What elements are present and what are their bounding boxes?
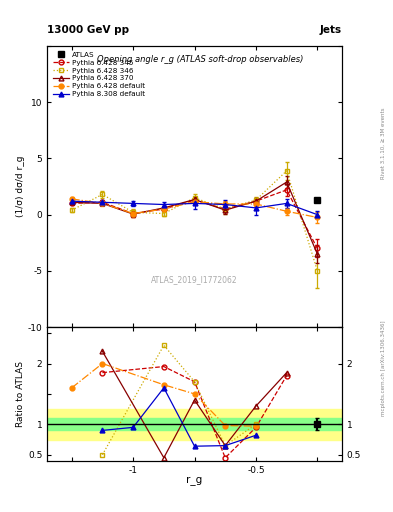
Bar — [47, 418, 342, 431]
Text: Rivet 3.1.10, ≥ 3M events: Rivet 3.1.10, ≥ 3M events — [381, 108, 386, 179]
Text: 13000 GeV pp: 13000 GeV pp — [47, 25, 129, 35]
Text: Opening angle r_g (ATLAS soft-drop observables): Opening angle r_g (ATLAS soft-drop obser… — [97, 54, 304, 63]
Legend: ATLAS, Pythia 6.428 345, Pythia 6.428 346, Pythia 6.428 370, Pythia 6.428 defaul: ATLAS, Pythia 6.428 345, Pythia 6.428 34… — [51, 50, 147, 99]
X-axis label: r_g: r_g — [186, 476, 203, 486]
Text: Jets: Jets — [320, 25, 342, 35]
Bar — [47, 409, 342, 439]
Y-axis label: (1/σ) dσ/d r_g: (1/σ) dσ/d r_g — [16, 156, 25, 217]
Text: ATLAS_2019_I1772062: ATLAS_2019_I1772062 — [151, 275, 238, 284]
Y-axis label: Ratio to ATLAS: Ratio to ATLAS — [16, 361, 25, 427]
Text: mcplots.cern.ch [arXiv:1306.3436]: mcplots.cern.ch [arXiv:1306.3436] — [381, 321, 386, 416]
